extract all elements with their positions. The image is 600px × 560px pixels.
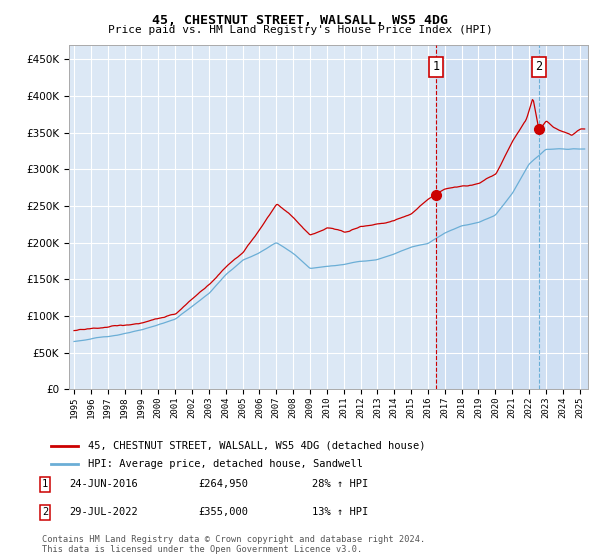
Text: 13% ↑ HPI: 13% ↑ HPI	[312, 507, 368, 517]
Text: 1: 1	[42, 479, 48, 489]
Text: 45, CHESTNUT STREET, WALSALL, WS5 4DG (detached house): 45, CHESTNUT STREET, WALSALL, WS5 4DG (d…	[88, 441, 425, 451]
Text: 28% ↑ HPI: 28% ↑ HPI	[312, 479, 368, 489]
Text: £264,950: £264,950	[198, 479, 248, 489]
Text: HPI: Average price, detached house, Sandwell: HPI: Average price, detached house, Sand…	[88, 459, 362, 469]
Text: 2: 2	[42, 507, 48, 517]
Text: 29-JUL-2022: 29-JUL-2022	[69, 507, 138, 517]
Text: 45, CHESTNUT STREET, WALSALL, WS5 4DG: 45, CHESTNUT STREET, WALSALL, WS5 4DG	[152, 14, 448, 27]
Bar	[436, 45, 588, 389]
Text: Contains HM Land Registry data © Crown copyright and database right 2024.
This d: Contains HM Land Registry data © Crown c…	[42, 535, 425, 554]
Text: Price paid vs. HM Land Registry's House Price Index (HPI): Price paid vs. HM Land Registry's House …	[107, 25, 493, 35]
Text: 2: 2	[535, 60, 542, 73]
Text: 24-JUN-2016: 24-JUN-2016	[69, 479, 138, 489]
Text: £355,000: £355,000	[198, 507, 248, 517]
Text: 1: 1	[433, 60, 440, 73]
